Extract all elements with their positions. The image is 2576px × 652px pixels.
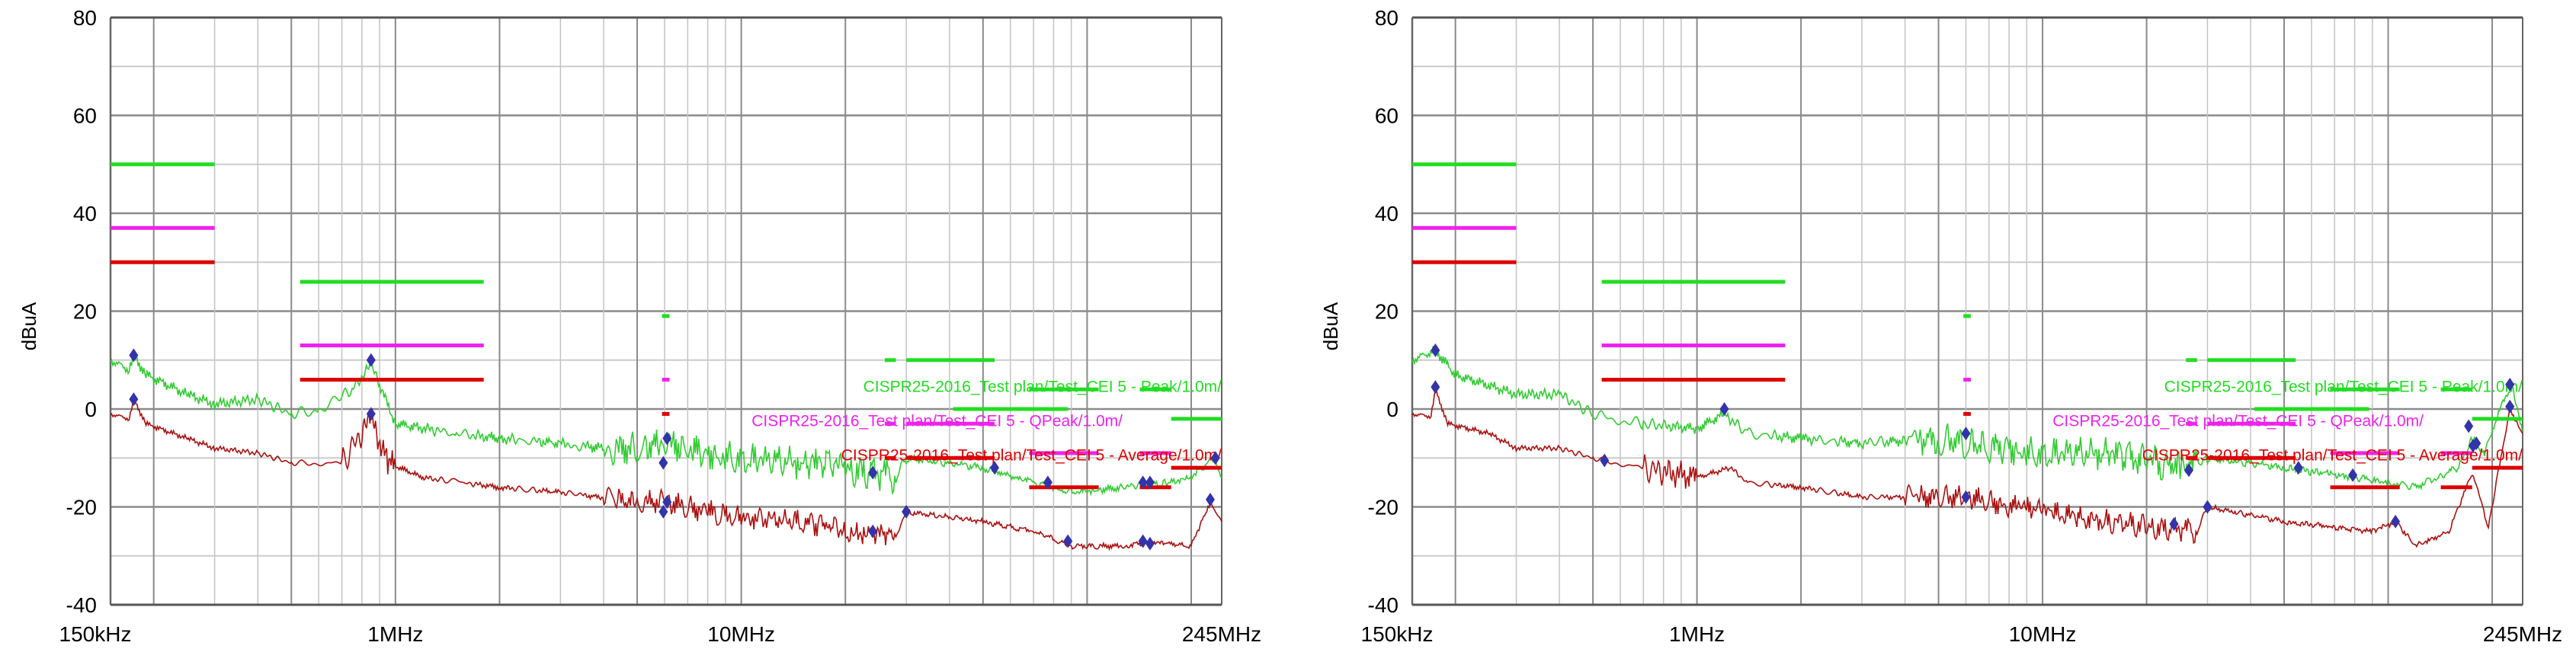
chart-1: -40 -20 0 20 40 60 80 150kHz 1MHz 10MHz 245MHz dBuA…: [18, 6, 1261, 646]
peak-marker: [2293, 461, 2303, 475]
x-tick-label: 245MHz: [2483, 622, 2562, 646]
peak-marker: [1043, 475, 1053, 490]
y-tick-label: 0: [1386, 398, 1399, 421]
peak-marker: [1063, 534, 1073, 548]
peak-marker: [902, 504, 912, 519]
y-tick-label: 60: [1375, 104, 1399, 128]
x-tick-label: 1MHz: [367, 622, 423, 646]
y-tick-label: -40: [1368, 593, 1399, 617]
peak-marker: [2391, 514, 2401, 529]
x-tick-label: 150kHz: [1361, 622, 1434, 646]
peak-marker: [662, 495, 672, 510]
peak-marker: [658, 504, 668, 519]
peak-marker: [989, 461, 999, 475]
y-axis-label: dBuA: [1319, 302, 1342, 350]
legend-label-qpeak: CISPR25-2016_Test plan/Test_CEI 5 - QPea…: [751, 412, 1123, 430]
peak-marker: [2505, 399, 2515, 414]
peak-marker: [1205, 492, 1215, 507]
peak-marker: [2348, 468, 2358, 482]
peak-marker: [1210, 451, 1220, 465]
peak-marker: [129, 348, 139, 363]
peak-marker: [2464, 419, 2474, 433]
peak-marker: [868, 524, 878, 539]
legend-label-peak: CISPR25-2016_Test plan/Test_CEI 5 - Peak…: [2164, 379, 2523, 396]
peak-marker: [2472, 436, 2481, 450]
peak-marker: [662, 431, 672, 446]
x-tick-label: 10MHz: [707, 622, 775, 646]
y-tick-label: 20: [1375, 300, 1399, 324]
peak-trace: [1411, 346, 2523, 491]
chart-2: -40 -20 0 20 40 60 80 150kHz 1MHz 10MHz 245MHz dBuA…: [1319, 6, 2562, 646]
peak-marker: [129, 392, 139, 407]
peak-marker: [2505, 377, 2515, 392]
x-tick-label: 1MHz: [1669, 622, 1725, 646]
x-tick-label: 245MHz: [1182, 622, 1261, 646]
peak-marker: [2184, 463, 2193, 478]
y-tick-label: -40: [66, 593, 97, 617]
peak-marker: [1961, 490, 1971, 504]
peak-marker: [1719, 402, 1729, 416]
y-tick-label: 20: [73, 300, 97, 324]
legend-label-peak: CISPR25-2016_Test plan/Test_CEI 5 - Peak…: [863, 379, 1222, 396]
y-tick-label: -20: [66, 496, 97, 519]
y-tick-label: -20: [1368, 496, 1399, 519]
peak-marker: [2169, 516, 2179, 531]
peak-marker: [1145, 475, 1155, 490]
y-tick-label: 60: [73, 104, 97, 128]
legend-label-average: CISPR25-2016_Test plan/Test_CEI 5 - Aver…: [841, 446, 1222, 464]
peak-marker: [868, 465, 878, 480]
peak-marker: [366, 353, 376, 367]
peak-marker: [1431, 343, 1440, 357]
legend-label-qpeak: CISPR25-2016_Test plan/Test_CEI 5 - QPea…: [2052, 412, 2424, 430]
peak-marker: [1138, 534, 1148, 548]
y-tick-label: 80: [73, 6, 97, 30]
peak-marker: [658, 455, 668, 470]
peak-marker: [1138, 475, 1148, 490]
peak-marker: [366, 407, 376, 421]
peak-trace: [110, 351, 1222, 497]
x-tick-label: 150kHz: [59, 622, 132, 646]
y-tick-label: 80: [1375, 6, 1399, 30]
legend-label-average: CISPR25-2016_Test plan/Test_CEI 5 - Aver…: [2142, 446, 2523, 464]
peak-marker: [1431, 380, 1440, 395]
y-tick-label: 40: [1375, 202, 1399, 225]
peak-marker: [1600, 453, 1610, 468]
y-tick-label: 0: [85, 398, 97, 421]
x-tick-label: 10MHz: [2009, 622, 2077, 646]
peak-marker: [1961, 427, 1971, 441]
peak-marker: [2203, 500, 2212, 514]
peak-marker: [1145, 536, 1155, 551]
y-axis-label: dBuA: [18, 302, 40, 350]
y-tick-label: 40: [73, 202, 97, 225]
